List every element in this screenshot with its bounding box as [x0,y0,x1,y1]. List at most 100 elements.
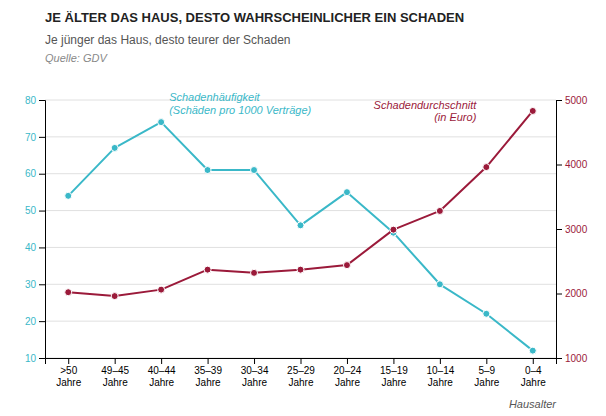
y-axis-line [39,101,46,359]
y-tick-label: 60 [25,168,37,179]
data-point [297,266,304,273]
x-tick-label: 20–24Jahre [334,365,362,388]
y2-tick-mark [556,229,562,230]
data-point [436,207,443,214]
x-tick: 10–14Jahre [426,358,454,388]
y2-tick-label: 4000 [565,159,588,170]
x-tick: 49–45Jahre [101,358,129,388]
y2-tick-label: 3000 [565,224,588,235]
y-tick-mark [39,137,45,138]
source: Quelle: GDV [45,52,108,64]
data-point [65,192,72,199]
x-tick: 25–29Jahre [287,358,315,388]
grid-line [45,210,556,211]
y-tick-label: 50 [25,205,37,216]
y2-tick-label: 1000 [565,353,588,364]
x-tick-label: 0–4Jahre [521,365,546,388]
data-point [343,262,350,269]
data-point [390,226,397,233]
x-axis-title: Hausalter [509,398,557,410]
data-point [483,310,490,317]
y-tick-mark [39,247,45,248]
grid-line [45,136,556,137]
y2-axis: 1000 2000 3000 4000 5000 [556,95,588,364]
y2-tick-label: 2000 [565,288,588,299]
plot-area: 10 20 30 40 50 60 70 80 1000 2000 3000 4000 5000 >50J… [25,91,588,387]
y2-tick-label: 5000 [565,95,588,106]
x-tick: 5–9Jahre [474,358,499,388]
data-point [483,164,490,171]
data-point [436,281,443,288]
y-tick-mark [39,321,45,322]
series-line [68,122,533,351]
data-point [111,293,118,300]
series-label: Schadenhäufigkeit(Schäden pro 1000 Vertr… [169,91,311,116]
series-label: Schadendurchschnitt(in Euro) [374,98,478,123]
y-tick-label: 80 [25,95,37,106]
x-tick-label: 35–39Jahre [194,365,222,388]
data-point [158,286,165,293]
y-tick: 60 [25,168,45,179]
subtitle: Je jünger das Haus, desto teurer der Sch… [45,33,290,47]
x-tick-mark [486,358,487,364]
x-tick-label: 15–19Jahre [380,365,408,388]
marks [65,107,537,354]
x-tick-mark [115,358,116,364]
y-tick: 50 [25,205,45,216]
x-tick-mark [301,358,302,364]
y2-tick-mark [556,294,562,295]
x-tick-mark [254,358,255,364]
grid-line [45,321,556,322]
y2-tick: 4000 [556,159,588,170]
data-point [65,289,72,296]
title: JE ÄLTER DAS HAUS, DESTO WAHRSCHEINLICHE… [45,10,464,25]
y2-axis-line [557,101,563,359]
x-axis-line [46,359,557,365]
chart: JE ÄLTER DAS HAUS, DESTO WAHRSCHEINLICHE… [0,0,606,416]
x-tick: 20–24Jahre [334,358,362,388]
y2-tick: 1000 [556,353,588,364]
x-tick-mark [393,358,394,364]
x-tick: 15–19Jahre [380,358,408,388]
x-tick: >50Jahre [56,358,81,388]
x-tick: 40–44Jahre [148,358,176,388]
grid [45,100,556,358]
x-tick-label: >50Jahre [56,365,81,388]
data-point [297,222,304,229]
y-tick-mark [39,211,45,212]
y2-tick: 3000 [556,224,588,235]
data-point [204,167,211,174]
y-tick-label: 40 [25,242,37,253]
x-tick: 30–34Jahre [241,358,269,388]
y-tick-label: 70 [25,132,37,143]
data-point [158,119,165,126]
data-point [529,347,536,354]
x-tick: 35–39Jahre [194,358,222,388]
grid-line [45,100,556,101]
data-point [529,107,536,114]
y-tick: 40 [25,242,45,253]
y-tick-mark [39,100,45,101]
y2-tick: 2000 [556,288,588,299]
x-tick-mark [440,358,441,364]
y-tick: 80 [25,95,45,106]
x-tick-label: 40–44Jahre [148,365,176,388]
y-tick: 70 [25,132,45,143]
x-tick-label: 30–34Jahre [241,365,269,388]
data-point [204,266,211,273]
data-point [251,167,258,174]
x-tick-label: 5–9Jahre [474,365,499,388]
y-tick-label: 20 [25,316,37,327]
y-tick-mark [39,284,45,285]
series-labels: Schadenhäufigkeit(Schäden pro 1000 Vertr… [169,91,477,123]
y-tick-mark [39,358,45,359]
x-tick-label: 49–45Jahre [101,365,129,388]
y-tick-label: 30 [25,279,37,290]
x-tick-mark [347,358,348,364]
data-point [111,144,118,151]
x-tick-mark [68,358,69,364]
y2-tick-mark [556,165,562,166]
data-point [343,189,350,196]
x-tick-mark [208,358,209,364]
y-tick-label: 10 [25,353,37,364]
